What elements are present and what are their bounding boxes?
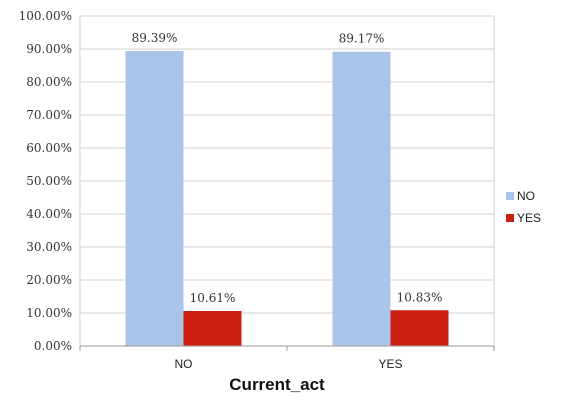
y-tick-label: 100.00%	[19, 9, 72, 23]
y-tick-label: 50.00%	[26, 174, 72, 188]
y-tick-label: 30.00%	[26, 240, 72, 254]
y-tick-label: 80.00%	[26, 75, 72, 89]
legend: NO YES	[506, 189, 541, 225]
x-axis-title: Current_act	[229, 375, 325, 394]
bar-no-yes	[332, 51, 391, 346]
data-label: 89.39%	[132, 31, 178, 45]
legend-label-yes: YES	[517, 211, 541, 225]
bar-no-no	[125, 51, 184, 346]
x-category-label: YES	[378, 357, 402, 371]
y-tick-label: 60.00%	[26, 141, 72, 155]
data-labels: 89.39% 10.61% 89.17% 10.83%	[132, 31, 443, 305]
x-category-label: NO	[175, 357, 193, 371]
legend-swatch-no	[506, 192, 514, 200]
x-axis-category-labels: NO YES	[79, 346, 495, 371]
y-tick-label: 0.00%	[34, 339, 72, 353]
data-label: 10.83%	[397, 290, 443, 304]
y-tick-label: 10.00%	[26, 306, 72, 320]
bar-yes-no	[183, 310, 242, 346]
bar-yes-yes	[390, 310, 449, 346]
data-label: 89.17%	[339, 32, 385, 46]
legend-swatch-yes	[506, 214, 514, 222]
y-tick-label: 40.00%	[26, 207, 72, 221]
legend-label-no: NO	[517, 189, 535, 203]
y-axis-tick-labels: 0.00% 10.00% 20.00% 30.00% 40.00% 50.00% 60.00…	[19, 9, 72, 353]
bars	[125, 51, 449, 346]
y-tick-label: 70.00%	[26, 108, 72, 122]
y-tick-label: 20.00%	[26, 273, 72, 287]
data-label: 10.61%	[190, 291, 236, 305]
y-tick-label: 90.00%	[26, 42, 72, 56]
